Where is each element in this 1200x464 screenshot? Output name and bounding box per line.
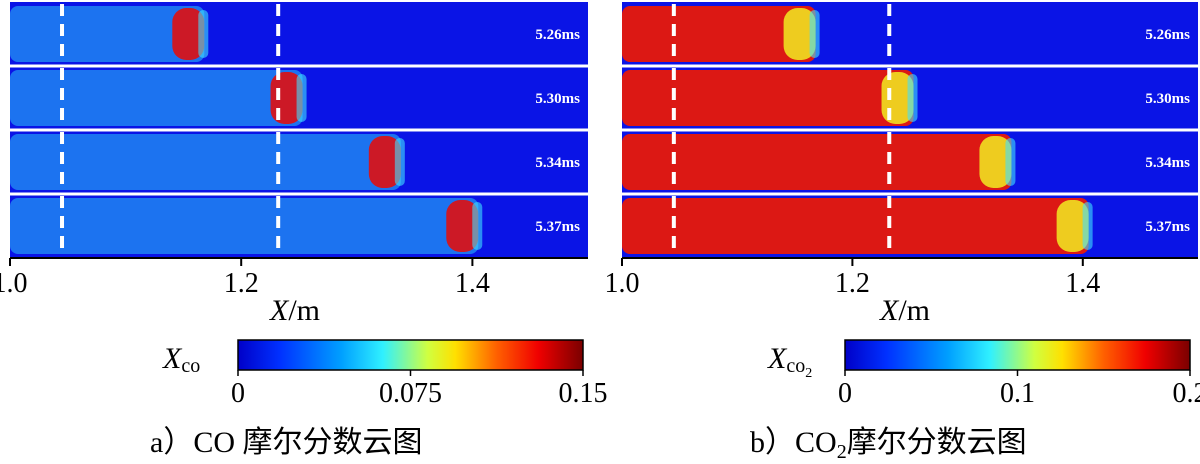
front-edge — [1005, 138, 1016, 186]
flame-front — [1056, 200, 1089, 252]
colorbar-tick-label: 0.075 — [379, 378, 442, 409]
colorbar-tick-label: 0 — [231, 378, 245, 409]
frame-3: 5.37ms — [622, 192, 1198, 256]
burned-region — [622, 70, 914, 126]
frame-time-label: 5.34ms — [535, 155, 580, 171]
colorbar — [844, 339, 1191, 371]
burned-region — [622, 198, 1089, 254]
frame-time-label: 5.26ms — [1145, 27, 1190, 43]
front-edge — [394, 138, 405, 186]
frame-1: 5.30ms — [10, 64, 588, 128]
flame-front — [446, 200, 479, 252]
flame-front — [368, 136, 401, 188]
x-tick-label: 1.4 — [455, 268, 490, 299]
burned-region — [10, 6, 205, 62]
colorbar-tick-label: 0.2 — [1173, 378, 1200, 409]
x-tick-label: 1.2 — [224, 268, 259, 299]
burned-region — [10, 134, 401, 190]
frame-time-label: 5.30ms — [535, 91, 580, 107]
frame-time-label: 5.37ms — [535, 219, 580, 235]
frame-2: 5.34ms — [622, 128, 1198, 192]
front-edge — [198, 10, 209, 58]
flame-front — [979, 136, 1012, 188]
burned-region — [622, 134, 1012, 190]
burned-region — [10, 70, 303, 126]
frame-2: 5.34ms — [10, 128, 588, 192]
frame-time-label: 5.34ms — [1145, 155, 1190, 171]
front-edge — [907, 74, 918, 122]
front-edge — [1082, 202, 1093, 250]
x-tick-label: 1.4 — [1065, 268, 1100, 299]
flame-front — [783, 8, 816, 60]
x-tick-label: 1.0 — [0, 268, 28, 299]
frame-1: 5.30ms — [622, 64, 1198, 128]
front-edge — [809, 10, 820, 58]
x-tick-label: 1.2 — [835, 268, 870, 299]
colorbar-tick-label: 0.1 — [1000, 378, 1035, 409]
colorbar-tick-label: 0 — [838, 378, 852, 409]
frame-time-label: 5.26ms — [535, 27, 580, 43]
flame-front — [172, 8, 205, 60]
burned-region — [10, 198, 479, 254]
x-tick-label: 1.0 — [605, 268, 640, 299]
frame-0: 5.26ms — [10, 4, 580, 64]
colorbar — [237, 339, 584, 371]
frame-time-label: 5.37ms — [1145, 219, 1190, 235]
panel-b: 5.26ms 5.30ms 5.34ms 5.37ms 1.0 1.2 1.4 0 0.1 0.2 — [605, 2, 1200, 409]
front-edge — [472, 202, 483, 250]
frame-time-label: 5.30ms — [1145, 91, 1190, 107]
colorbar-tick-label: 0.15 — [559, 378, 608, 409]
burned-region — [622, 6, 816, 62]
front-edge — [296, 74, 307, 122]
frame-0: 5.26ms — [622, 4, 1190, 64]
frame-3: 5.37ms — [10, 192, 588, 256]
panel-a: 5.26ms 5.30ms 5.34ms 5.37ms 1.0 1.2 1.4 0 0.075 0… — [0, 2, 608, 409]
